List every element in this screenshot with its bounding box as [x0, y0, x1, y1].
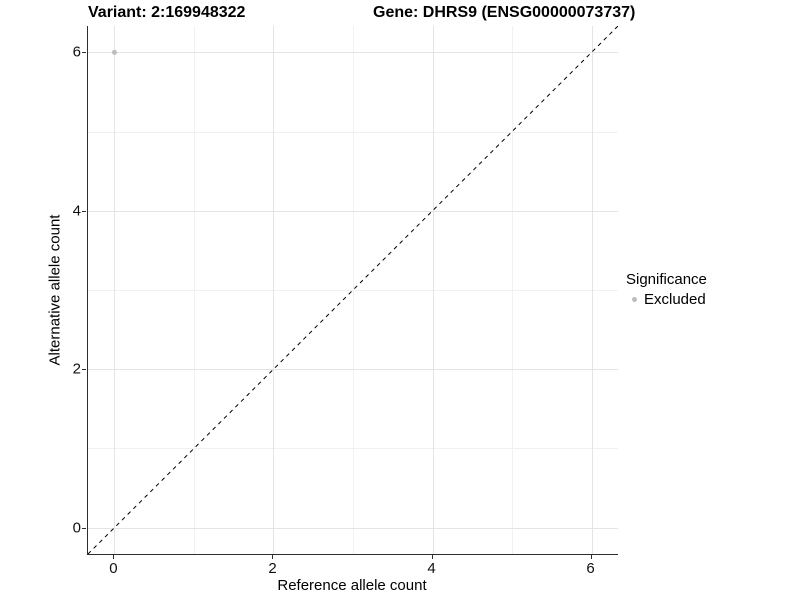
- x-tick-mark: [590, 555, 592, 559]
- gridline-y-major: [88, 52, 618, 54]
- legend: Significance Excluded: [626, 271, 707, 308]
- legend-item-label: Excluded: [644, 291, 706, 308]
- gridline-y-minor: [88, 290, 618, 291]
- y-axis-title: Alternative allele count: [46, 214, 64, 366]
- x-axis-title: Reference allele count: [277, 577, 427, 594]
- legend-item-excluded: Excluded: [626, 291, 707, 308]
- x-tick-label: 0: [109, 560, 118, 577]
- gridline-y-minor: [88, 131, 618, 133]
- x-tick-label: 6: [586, 560, 595, 577]
- legend-key: [626, 291, 643, 308]
- x-tick-mark: [431, 555, 433, 559]
- gridline-x-major: [432, 26, 434, 554]
- y-tick-label: 0: [72, 519, 81, 537]
- plot-title-variant: Variant: 2:169948322: [88, 4, 246, 21]
- y-tick-label: 4: [72, 202, 81, 220]
- legend-title: Significance: [626, 271, 707, 288]
- y-tick-mark: [82, 52, 86, 54]
- gridline-x-major: [273, 26, 275, 554]
- y-tick-mark: [82, 369, 86, 371]
- y-tick-mark: [82, 210, 86, 212]
- plot-title-gene: Gene: DHRS9 (ENSG00000073737): [373, 4, 636, 21]
- plot-svg-layer: [88, 26, 618, 554]
- identity-line: [88, 26, 618, 554]
- gridline-y-major: [88, 210, 618, 212]
- gridline-x-major: [591, 26, 593, 554]
- gridline-y-major: [88, 527, 618, 529]
- y-tick-label: 2: [72, 360, 81, 378]
- y-tick-mark: [82, 527, 86, 529]
- gridline-y-minor: [88, 448, 618, 450]
- x-tick-label: 2: [268, 560, 277, 577]
- y-tick-label: 6: [72, 43, 81, 61]
- gridline-y-major: [88, 369, 618, 371]
- x-tick-mark: [113, 555, 115, 559]
- x-tick-mark: [272, 555, 274, 559]
- plot-panel: [87, 26, 618, 555]
- x-tick-label: 4: [427, 560, 436, 577]
- gridline-x-major: [114, 26, 116, 554]
- data-point-excluded: [111, 49, 117, 55]
- excluded-point-icon: [632, 297, 637, 302]
